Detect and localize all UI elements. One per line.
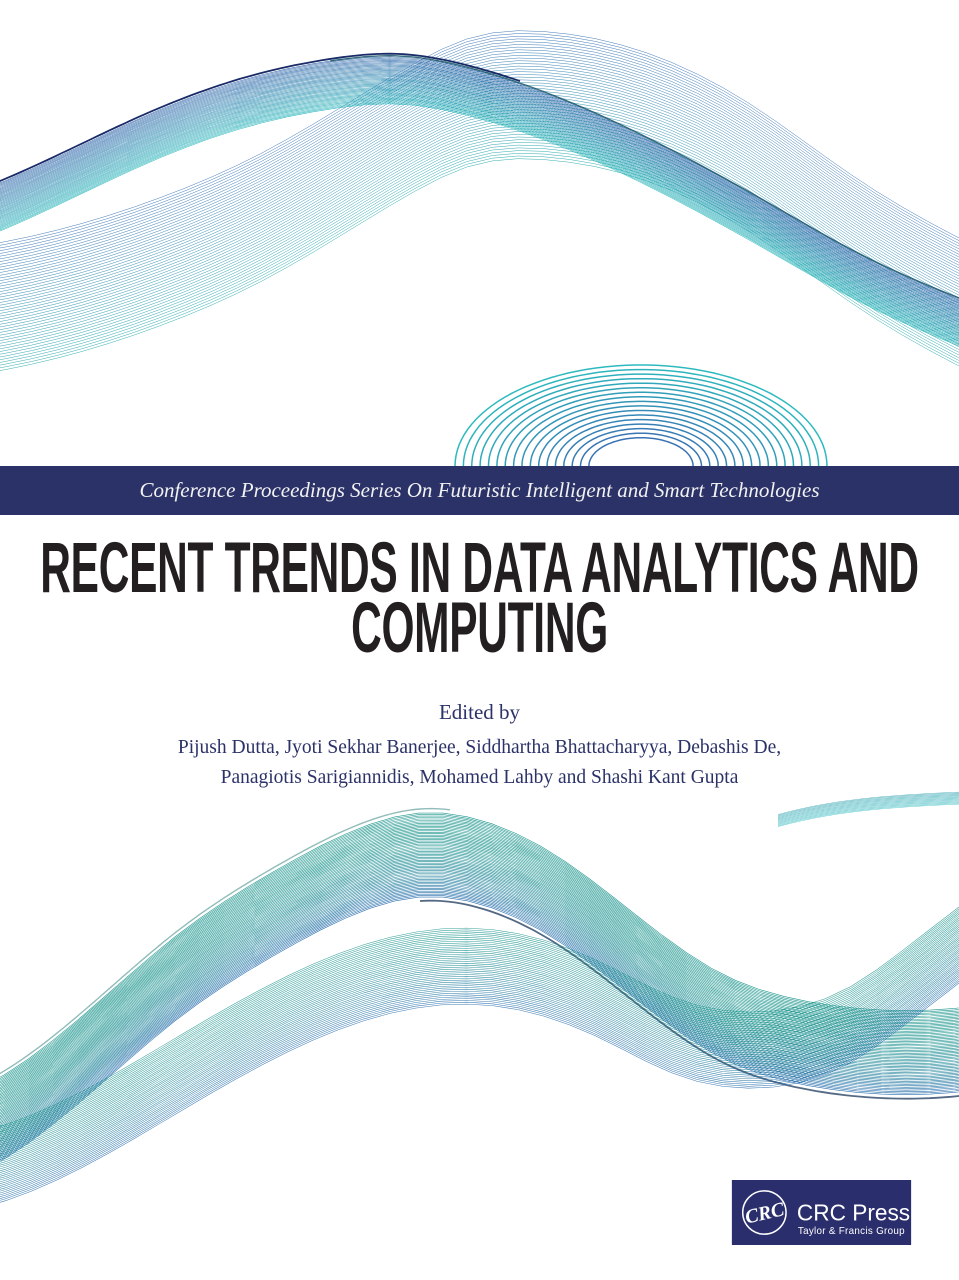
svg-text:Taylor & Francis Group: Taylor & Francis Group [798,1226,905,1237]
svg-text:CRC Press: CRC Press [797,1199,910,1225]
